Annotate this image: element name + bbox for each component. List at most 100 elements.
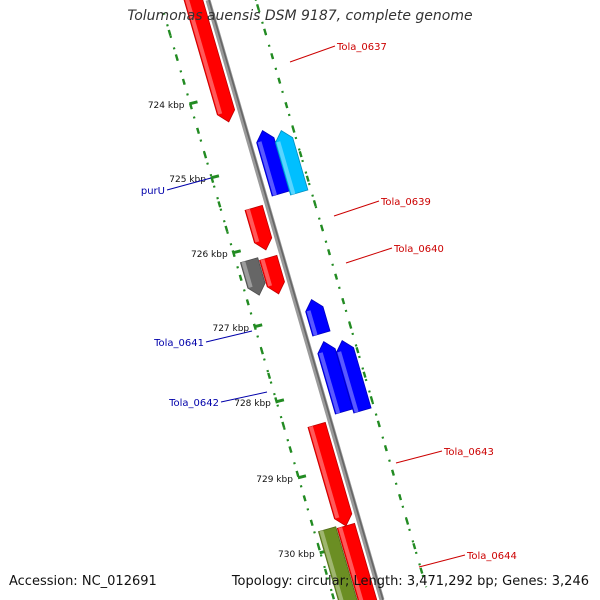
ruler-minor-dash: [376, 420, 381, 427]
ruler-minor-dash: [181, 78, 186, 86]
ruler-minor-dash: [281, 421, 286, 429]
gene-purU-a-highlight: [276, 141, 296, 195]
ruler-minor-dash: [323, 568, 328, 576]
gene-tola-0644-b-highlight: [319, 530, 344, 600]
gene-tola-0642-a-body[interactable]: [335, 339, 372, 414]
ruler-minor-dash: [369, 395, 374, 403]
gene-purU-a-body[interactable]: [274, 129, 309, 196]
ruler-minor-dash: [217, 201, 222, 208]
ruler-minor-dash: [398, 493, 403, 501]
ruler-minor-dash: [267, 372, 272, 380]
genes-label: Genes:: [502, 574, 548, 589]
ruler-minor-dash: [316, 544, 321, 551]
ruler-minor-dash: [295, 470, 300, 478]
gene-tola-0642-b-body[interactable]: [317, 340, 354, 415]
ruler-tick: [232, 249, 242, 255]
ruler-minor-dash: [167, 29, 172, 37]
gene-tola-0642-b-highlight: [318, 352, 341, 414]
ruler-minor-dash: [277, 77, 282, 84]
ruler-minor-dash: [224, 225, 229, 233]
ruler-minor-dash: [291, 126, 296, 133]
ruler-minor-dash: [255, 3, 260, 11]
ruler-minor-dash: [334, 273, 339, 280]
gene-tola-0640-b[interactable]: [239, 257, 266, 296]
topology-label: Topology:: [231, 574, 293, 589]
gene-tola-0642-a-highlight: [337, 351, 359, 413]
gene-tola-0641[interactable]: [305, 298, 331, 337]
gene-tola-0644-b[interactable]: [317, 526, 359, 600]
gene-tola-0642-b[interactable]: [317, 340, 354, 415]
gene-label[interactable]: Tola_0643: [443, 447, 494, 458]
gene-tola-0640-a[interactable]: [259, 254, 285, 295]
gene-tola-0637-highlight: [185, 0, 223, 115]
gene-label[interactable]: Tola_0641: [153, 338, 204, 349]
ruler-tick: [189, 100, 198, 106]
ruler-minor-dash: [419, 567, 424, 574]
ruler-tick-label: 730 kbp: [278, 550, 315, 560]
gene-tola-0643[interactable]: [307, 421, 353, 527]
accession-value: NC_012691: [81, 574, 157, 589]
gene-purU-b[interactable]: [256, 129, 290, 197]
gene-tola-0642-a[interactable]: [335, 339, 372, 414]
ruler-minor-dash: [238, 274, 243, 282]
gene-label-leader: [166, 177, 212, 191]
topology-value: circular: [296, 574, 345, 589]
gene-label-leader: [395, 450, 443, 464]
gene-label[interactable]: purU: [141, 186, 165, 197]
gene-label[interactable]: Tola_0637: [336, 42, 387, 53]
ruler-tick-label: 727 kbp: [212, 324, 249, 334]
gene-tola-0643-highlight: [308, 426, 340, 519]
gene-label[interactable]: Tola_0640: [393, 244, 444, 255]
ruler-tick: [210, 174, 220, 180]
length-value: 3,471,292 bp: [406, 574, 494, 589]
ruler-minor-dash: [362, 371, 367, 378]
gene-label-leader: [345, 247, 393, 264]
gene-tola-0644-a[interactable]: [336, 522, 378, 600]
ruler-minor-dash: [390, 469, 395, 476]
gene-tola-0637[interactable]: [183, 0, 236, 123]
gene-label-leader: [333, 200, 380, 217]
ruler-minor-dash: [309, 519, 314, 527]
accession-info: Accession: NC_012691: [9, 574, 157, 589]
gene-label-leader: [289, 45, 336, 63]
ruler-minor-dash: [203, 152, 208, 159]
ruler-minor-dash: [331, 593, 336, 600]
ruler-minor-dash: [196, 127, 201, 135]
ruler-minor-dash: [284, 101, 289, 109]
ruler-minor-dash: [319, 224, 324, 231]
genome-backbone: [205, 0, 385, 600]
ruler-tick: [253, 323, 263, 329]
ruler-tick-label: 726 kbp: [191, 250, 228, 260]
gene-label[interactable]: Tola_0644: [466, 551, 517, 562]
gene-purU-a[interactable]: [274, 129, 309, 196]
gene-tola-0640-b-highlight: [241, 261, 253, 288]
gene-tola-0639[interactable]: [244, 204, 273, 251]
gene-label-leader: [220, 391, 268, 403]
gene-tola-0639-highlight: [246, 209, 260, 243]
genes-value: 3,246: [551, 574, 589, 589]
ruler-minor-dash: [412, 542, 417, 550]
ruler-minor-dash: [270, 52, 275, 60]
ruler-minor-dash: [245, 299, 250, 306]
genome-backbone-edge: [208, 0, 384, 600]
ruler-minor-dash: [348, 322, 353, 329]
ruler-tick-label: 728 kbp: [234, 399, 271, 409]
ruler-minor-dash: [298, 150, 303, 158]
map-title: Tolumonas auensis DSM 9187, complete gen…: [127, 8, 473, 24]
gene-purU-b-body[interactable]: [256, 129, 290, 197]
ruler-tick-label: 724 kbp: [148, 101, 185, 111]
ruler-minor-dash: [341, 297, 346, 305]
gene-label[interactable]: Tola_0642: [168, 398, 219, 409]
ruler-minor-dash: [288, 446, 293, 453]
gene-purU-b-highlight: [257, 141, 277, 196]
ruler-minor-dash: [405, 518, 410, 525]
ruler-minor-dash: [305, 175, 310, 182]
ruler-tick: [275, 398, 285, 404]
ruler-minor-dash: [383, 444, 388, 452]
gene-label[interactable]: Tola_0639: [380, 197, 431, 208]
ruler-tick: [297, 474, 307, 480]
ruler-minor-dash: [174, 54, 179, 61]
ruler-minor-dash: [302, 495, 307, 502]
ruler-tick-label: 725 kbp: [169, 175, 206, 185]
